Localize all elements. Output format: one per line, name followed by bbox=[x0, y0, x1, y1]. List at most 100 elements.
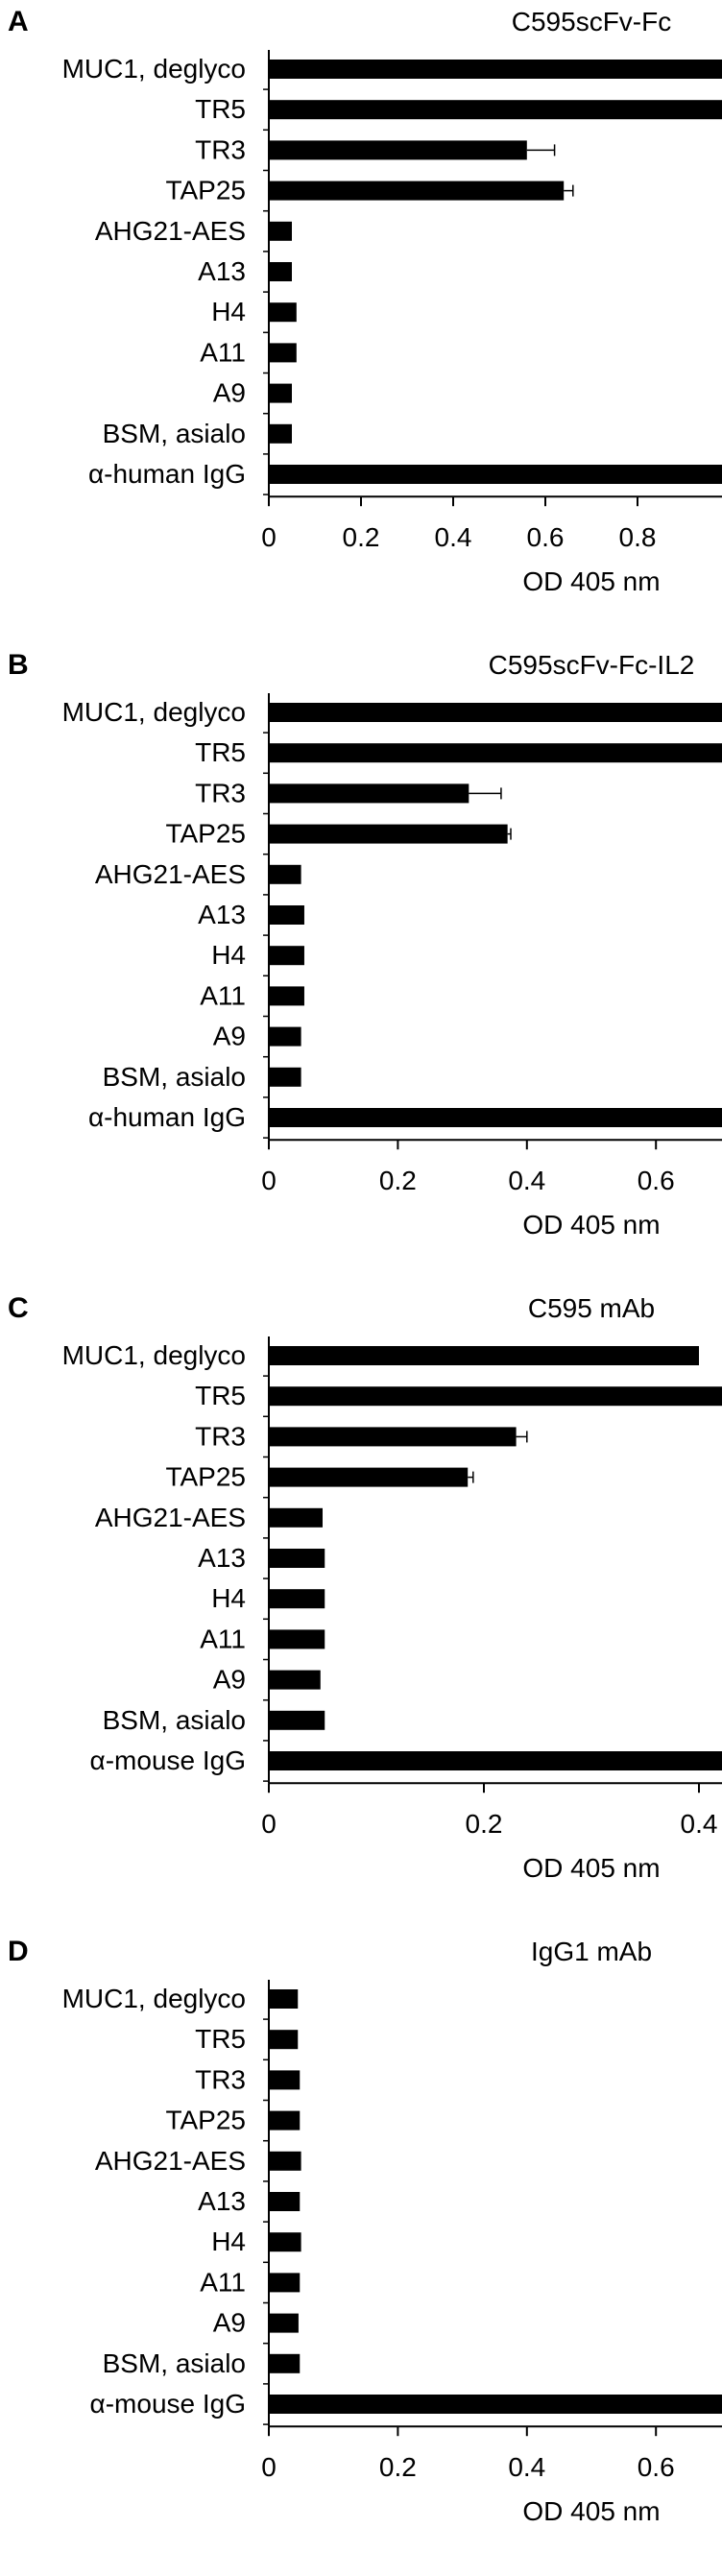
bar bbox=[269, 383, 292, 403]
category-label: TAP25 bbox=[165, 819, 246, 849]
category-label: TR5 bbox=[195, 2024, 246, 2054]
x-tick-label: 0 bbox=[261, 2452, 277, 2482]
bar bbox=[269, 1386, 722, 1407]
category-label: BSM, asialo bbox=[103, 2348, 246, 2378]
category-label: H4 bbox=[211, 940, 246, 970]
category-label: MUC1, deglyco bbox=[62, 54, 246, 84]
category-label: H4 bbox=[211, 1583, 246, 1613]
bar bbox=[269, 783, 469, 804]
category-label: TR3 bbox=[195, 1421, 246, 1451]
bar bbox=[269, 343, 297, 363]
category-label: AHG21-AES bbox=[95, 2146, 246, 2176]
bar bbox=[269, 262, 292, 281]
bar bbox=[269, 1067, 301, 1087]
bar bbox=[269, 100, 722, 120]
bar bbox=[269, 465, 722, 484]
category-label: A9 bbox=[213, 2308, 246, 2338]
category-label: MUC1, deglyco bbox=[62, 1340, 246, 1370]
chart-title-c: C595 mAb bbox=[528, 1293, 655, 1323]
category-label: BSM, asialo bbox=[103, 419, 246, 448]
bar bbox=[269, 824, 508, 844]
bar bbox=[269, 2110, 301, 2131]
category-label: AHG21-AES bbox=[95, 216, 246, 246]
bar bbox=[269, 181, 565, 201]
chart-a-svg: A C595scFv-Fc MUC1, deglyco TR5 TR3 TAP25 AHG2… bbox=[8, 6, 722, 596]
bar bbox=[269, 1026, 301, 1047]
x-tick-label: 0.2 bbox=[379, 2452, 417, 2482]
bar bbox=[269, 905, 304, 925]
bar bbox=[269, 1989, 299, 2009]
category-label: TAP25 bbox=[165, 1462, 246, 1492]
bar bbox=[269, 1589, 325, 1609]
bar bbox=[269, 2395, 722, 2414]
bar bbox=[269, 2273, 301, 2293]
category-label: TR3 bbox=[195, 778, 246, 807]
bar bbox=[269, 1467, 469, 1487]
bar bbox=[269, 1507, 323, 1528]
category-label: MUC1, deglyco bbox=[62, 697, 246, 727]
chart-panel-d: D IgG1 mAb MUC1, deglyco TR5 TR3 TAP25 AHG21-A… bbox=[0, 1930, 722, 2576]
category-label: A9 bbox=[213, 1022, 246, 1051]
x-tick-label: 0 bbox=[261, 1166, 277, 1195]
category-label: α-mouse IgG bbox=[90, 2389, 246, 2419]
chart-panel-c: C C595 mAb MUC1, deglyco TR5 TR3 TAP25 AHG21-A… bbox=[0, 1287, 722, 1930]
category-label: TAP25 bbox=[165, 2106, 246, 2135]
category-label: A11 bbox=[200, 337, 246, 367]
category-label: TR5 bbox=[195, 1381, 246, 1410]
bar bbox=[269, 2192, 301, 2211]
x-axis-label-c: OD 405 nm bbox=[522, 1853, 660, 1883]
bar bbox=[269, 423, 292, 444]
category-label: H4 bbox=[211, 297, 246, 326]
x-tick-label: 0.8 bbox=[619, 522, 657, 552]
category-label: A11 bbox=[200, 1624, 246, 1653]
panel-label-c: C bbox=[8, 1292, 29, 1324]
x-axis-label-d: OD 405 nm bbox=[522, 2496, 660, 2526]
bar bbox=[269, 2313, 299, 2333]
bar bbox=[269, 1549, 325, 1568]
category-label: BSM, asialo bbox=[103, 1705, 246, 1735]
bar bbox=[269, 864, 301, 884]
category-label: TR5 bbox=[195, 737, 246, 767]
bar bbox=[269, 2030, 299, 2050]
bar bbox=[269, 1751, 722, 1770]
chart-b-svg: B C595scFv-Fc-IL2 MUC1, deglyco TR5 TR3 TAP25… bbox=[8, 649, 722, 1240]
bar bbox=[269, 60, 722, 79]
chart-d-svg: D IgG1 mAb MUC1, deglyco TR5 TR3 TAP25 AHG21-A… bbox=[8, 1936, 722, 2526]
x-tick-label: 0.2 bbox=[466, 1809, 503, 1839]
category-label: A9 bbox=[213, 1665, 246, 1695]
panel-label-d: D bbox=[8, 1936, 29, 1967]
category-label: TAP25 bbox=[165, 176, 246, 205]
x-tick-label: 0.4 bbox=[681, 1809, 718, 1839]
category-label: BSM, asialo bbox=[103, 1062, 246, 1092]
x-tick-label: 0.2 bbox=[379, 1166, 417, 1195]
bar bbox=[269, 2232, 301, 2252]
x-tick-label: 0.2 bbox=[343, 522, 380, 552]
x-tick-label: 0.6 bbox=[638, 1166, 675, 1195]
x-tick-label: 0 bbox=[261, 1809, 277, 1839]
category-label: MUC1, deglyco bbox=[62, 1984, 246, 2013]
panel-label-b: B bbox=[8, 649, 29, 681]
bar bbox=[269, 1427, 517, 1447]
bar bbox=[269, 1670, 321, 1690]
category-label: α-human IgG bbox=[88, 459, 246, 489]
x-tick-label: 0.4 bbox=[508, 2452, 545, 2482]
bar bbox=[269, 703, 722, 722]
x-axis-label-a: OD 405 nm bbox=[522, 566, 660, 596]
category-label: A13 bbox=[198, 900, 246, 929]
chart-title-d: IgG1 mAb bbox=[531, 1937, 652, 1966]
x-tick-label: 0.6 bbox=[638, 2452, 675, 2482]
bar bbox=[269, 2353, 301, 2373]
bar bbox=[269, 302, 297, 323]
category-label: A13 bbox=[198, 2186, 246, 2216]
category-label: A9 bbox=[213, 378, 246, 408]
category-label: A11 bbox=[200, 2267, 246, 2297]
bar bbox=[269, 1108, 722, 1127]
bar bbox=[269, 2070, 301, 2090]
category-label: α-mouse IgG bbox=[90, 1745, 246, 1775]
chart-title-b: C595scFv-Fc-IL2 bbox=[489, 650, 695, 680]
bar bbox=[269, 1629, 325, 1649]
bar bbox=[269, 2151, 301, 2171]
category-label: A11 bbox=[200, 980, 246, 1010]
bar bbox=[269, 946, 304, 966]
chart-panel-a: A C595scFv-Fc MUC1, deglyco TR5 TR3 TAP25 AHG2… bbox=[0, 0, 722, 643]
